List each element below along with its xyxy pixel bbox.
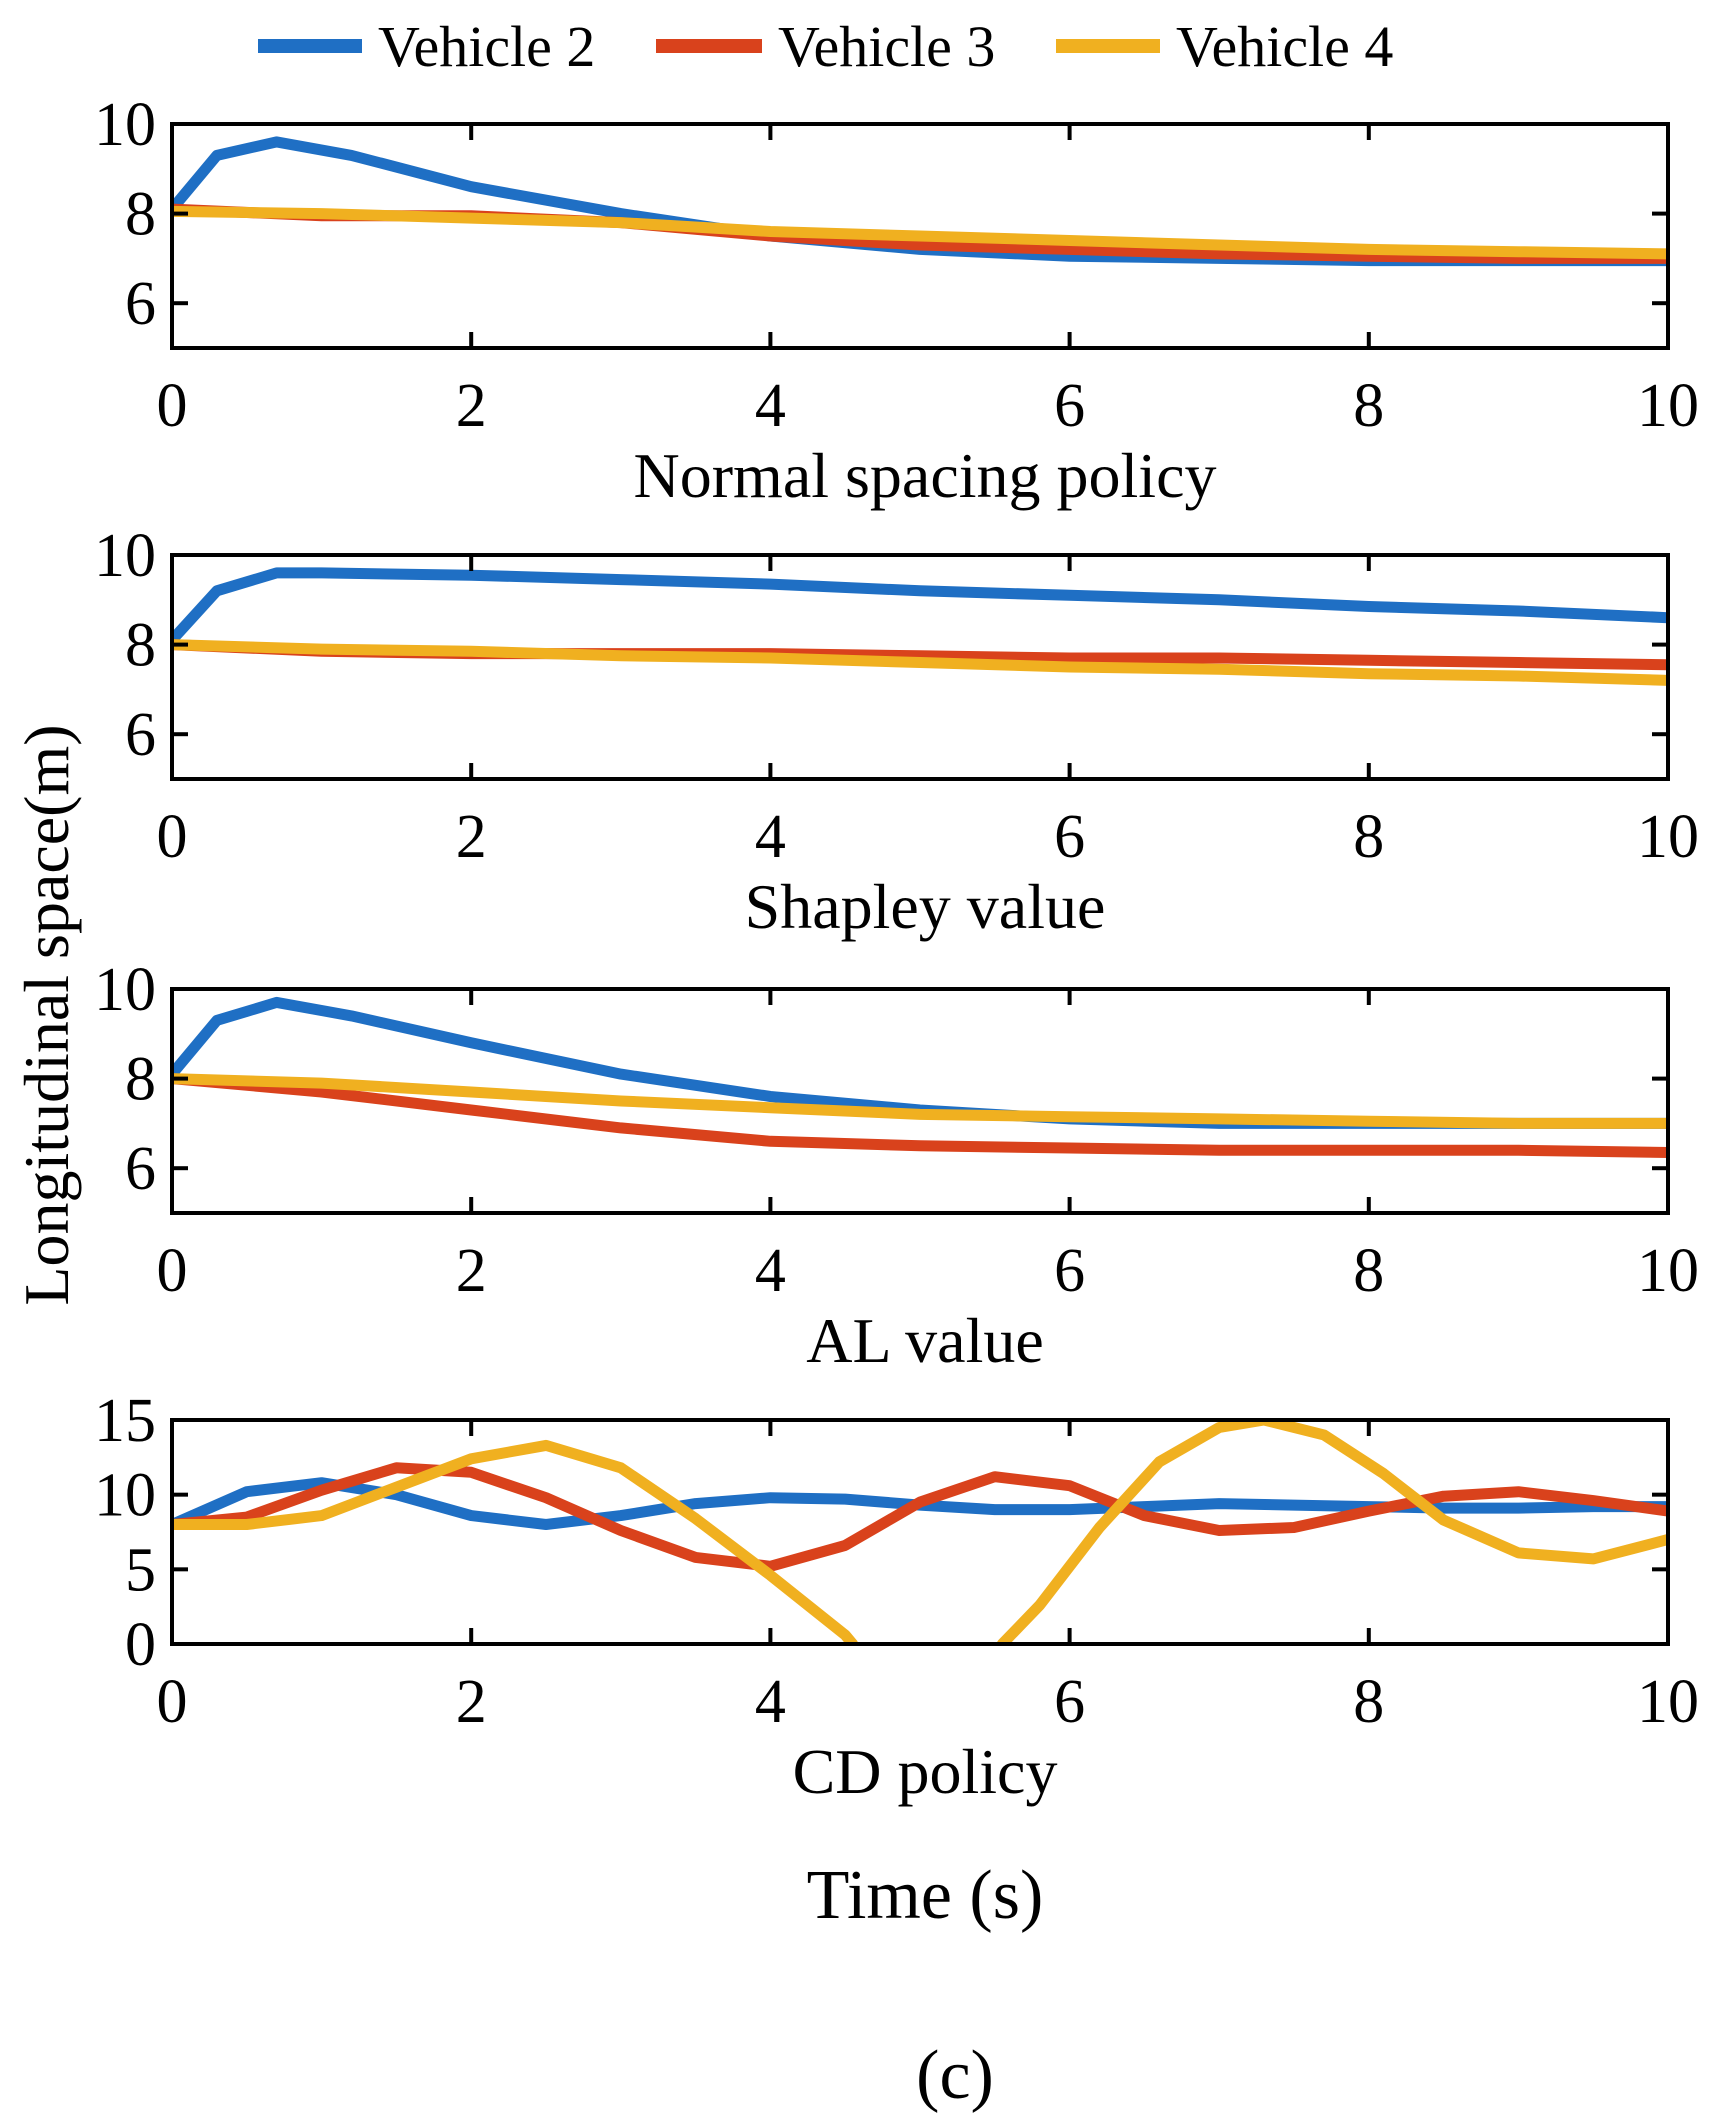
x-tick-label: 2: [456, 1237, 487, 1305]
series-line-vehicle-2: [172, 567, 1668, 646]
axes-box: [170, 987, 1670, 1215]
series-line-vehicle-4: [996, 1420, 1668, 1644]
panels: 0 2 4 6 8 10 6 8 10 Normal spacing policy 0 2 4 6 8 10 6…: [94, 91, 1699, 1807]
y-tick-label: 0: [125, 1611, 156, 1679]
x-tick-label: 4: [755, 372, 786, 440]
series-group: [172, 996, 1668, 1158]
series-line-vehicle-4: [172, 1439, 859, 1644]
figure-caption: (c): [916, 2037, 994, 2114]
x-tick-label: 8: [1353, 1668, 1384, 1736]
series-line-vehicle-3: [172, 1073, 1668, 1158]
x-tick-label: 6: [1054, 1668, 1085, 1736]
axes-box: [170, 1418, 1670, 1646]
series-line-vehicle-4: [172, 1073, 1668, 1129]
series-line-vehicle-4: [172, 205, 1668, 260]
x-tick-label: 10: [1637, 803, 1699, 871]
y-tick-label: 8: [125, 1046, 156, 1114]
x-tick-label: 10: [1637, 1237, 1699, 1305]
x-tick-label: 4: [755, 1668, 786, 1736]
y-tick-label: 8: [125, 181, 156, 249]
y-tick-label: 6: [125, 270, 156, 338]
series-group: [172, 567, 1668, 686]
axes-box: [170, 553, 1670, 781]
panel-title: Shapley value: [745, 871, 1106, 942]
y-tick-label: 15: [94, 1387, 156, 1455]
panel-title: Normal spacing policy: [634, 440, 1217, 511]
series-group: [172, 1420, 1668, 1644]
x-tick-label: 2: [456, 803, 487, 871]
y-tick-label: 6: [125, 701, 156, 769]
y-tick-label: 10: [94, 522, 156, 590]
x-axis-label: Time (s): [807, 1857, 1044, 1934]
legend-label-vehicle-4: Vehicle 4: [1176, 14, 1393, 79]
y-tick-label: 10: [94, 1462, 156, 1530]
legend: Vehicle 2 Vehicle 3 Vehicle 4: [258, 14, 1393, 79]
x-tick-label: 6: [1054, 803, 1085, 871]
y-tick-label: 10: [94, 91, 156, 159]
x-tick-label: 2: [456, 1668, 487, 1736]
y-axis-label: Longitudinal space(m): [11, 724, 82, 1305]
panel-1: 0 2 4 6 8 10 6 8 10 Normal spacing policy: [94, 91, 1699, 511]
x-tick-label: 4: [755, 1237, 786, 1305]
x-tick-label: 8: [1353, 1237, 1384, 1305]
x-tick-label: 8: [1353, 803, 1384, 871]
x-tick-label: 0: [157, 1237, 188, 1305]
panel-3: 0 2 4 6 8 10 6 8 10 AL value: [94, 956, 1699, 1376]
x-tick-label: 6: [1054, 372, 1085, 440]
y-tick-label: 6: [125, 1135, 156, 1203]
x-tick-label: 0: [157, 1668, 188, 1736]
panel-title: CD policy: [793, 1736, 1058, 1807]
series-line-vehicle-4: [172, 639, 1668, 686]
panel-2: 0 2 4 6 8 10 6 8 10 Shapley value: [94, 522, 1699, 942]
x-tick-label: 10: [1637, 1668, 1699, 1736]
x-tick-label: 6: [1054, 1237, 1085, 1305]
panel-title: AL value: [806, 1305, 1044, 1376]
x-tick-label: 0: [157, 372, 188, 440]
legend-label-vehicle-3: Vehicle 3: [778, 14, 995, 79]
axes-box: [170, 122, 1670, 350]
x-tick-label: 4: [755, 803, 786, 871]
series-group: [172, 136, 1668, 267]
y-tick-label: 5: [125, 1536, 156, 1604]
legend-label-vehicle-2: Vehicle 2: [378, 14, 595, 79]
y-tick-label: 8: [125, 612, 156, 680]
x-tick-label: 0: [157, 803, 188, 871]
x-tick-label: 10: [1637, 372, 1699, 440]
x-tick-label: 8: [1353, 372, 1384, 440]
y-tick-label: 10: [94, 956, 156, 1024]
x-tick-label: 2: [456, 372, 487, 440]
